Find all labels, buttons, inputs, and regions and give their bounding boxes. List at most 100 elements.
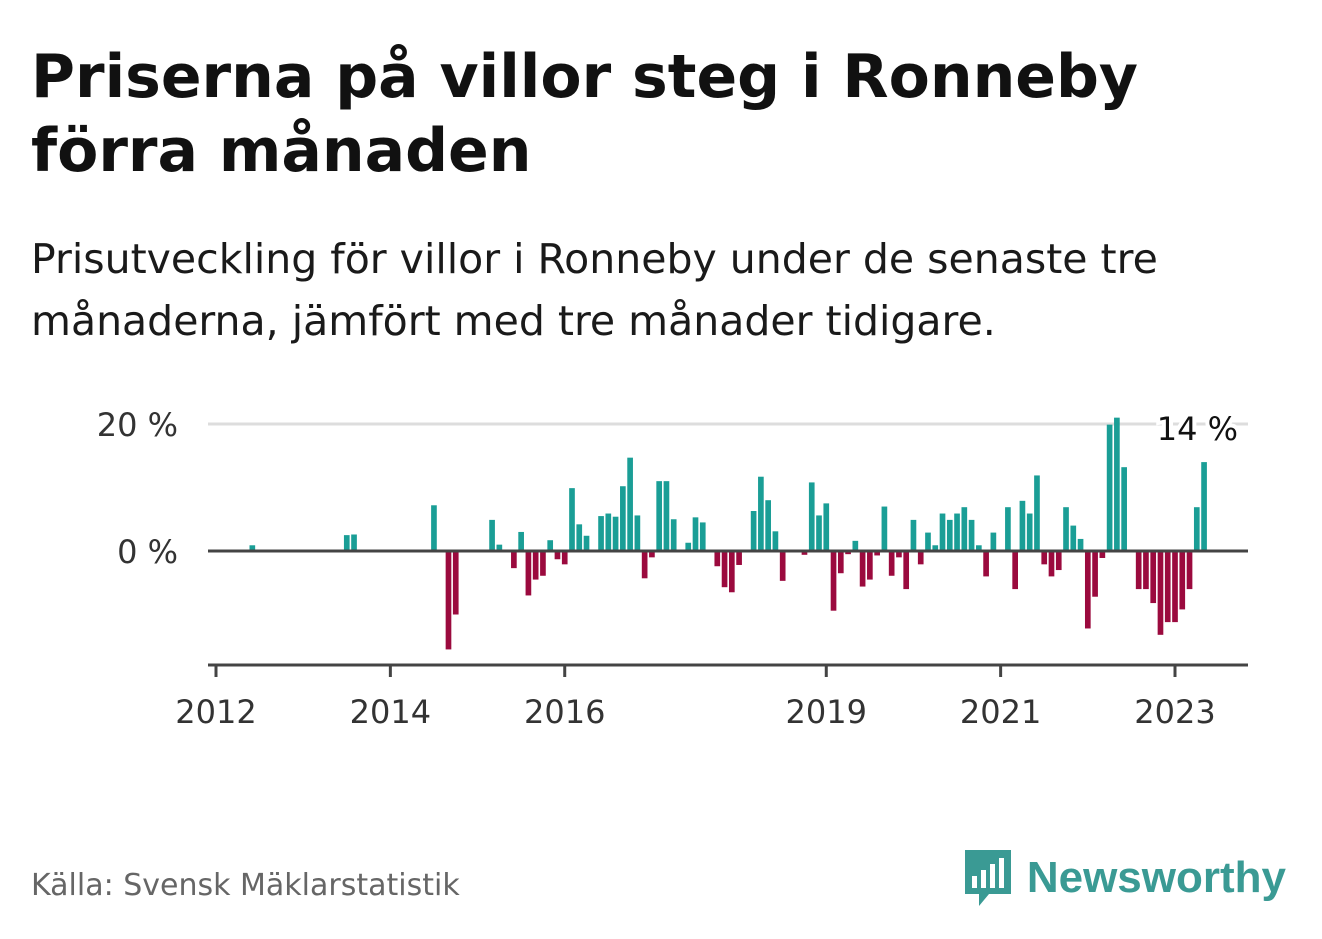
bar — [1114, 417, 1120, 551]
bar — [351, 534, 357, 551]
bar — [946, 519, 953, 551]
bar — [932, 545, 939, 551]
bar — [1055, 551, 1062, 571]
bar — [1012, 551, 1018, 590]
bar — [1157, 551, 1164, 635]
bar — [605, 513, 612, 551]
bar — [1135, 551, 1142, 590]
bar — [692, 517, 699, 551]
x-tick-label: 2023 — [1134, 693, 1215, 731]
bar-chart: 0 % 20 % 2012 2014 2016 2019 2021 2023 14 % — [97, 406, 1248, 731]
bar — [1143, 551, 1149, 590]
bar — [431, 505, 437, 551]
bar — [750, 511, 757, 551]
bar — [954, 513, 960, 551]
bar — [830, 551, 837, 611]
bar — [939, 513, 946, 551]
bar — [721, 551, 728, 588]
bar — [540, 551, 546, 576]
x-tick-label: 2016 — [524, 693, 605, 731]
bar — [649, 551, 655, 558]
bar — [917, 551, 924, 565]
bar — [576, 524, 583, 551]
bar — [816, 515, 822, 551]
bar — [445, 551, 452, 650]
bar-chart-speech-bubble-icon — [964, 850, 1011, 906]
bar — [845, 551, 851, 555]
bar — [598, 516, 604, 551]
bar — [511, 551, 517, 569]
bar — [569, 488, 575, 551]
bar — [1026, 513, 1033, 551]
x-tick-label: 2021 — [960, 693, 1041, 731]
bar — [1077, 538, 1084, 551]
bar — [1092, 551, 1098, 597]
bar — [874, 551, 880, 556]
bar — [1179, 551, 1186, 610]
bar — [532, 551, 539, 580]
x-tick-label: 2019 — [786, 693, 867, 731]
bar — [990, 532, 997, 551]
bar — [896, 551, 902, 558]
bar — [976, 545, 982, 551]
bar — [1193, 507, 1200, 551]
x-tick-label: 2014 — [350, 693, 431, 731]
bar — [1186, 551, 1193, 590]
y-axis-tick-labels: 0 % 20 % — [97, 406, 178, 571]
bar — [728, 551, 735, 593]
bar — [1063, 507, 1069, 551]
bar — [634, 515, 641, 551]
bar — [859, 551, 866, 587]
bar — [554, 551, 561, 560]
y-tick-label: 20 % — [97, 406, 178, 444]
y-tick-label: 0 % — [117, 533, 178, 571]
bar — [925, 532, 931, 551]
bar — [736, 551, 742, 565]
x-axis-ticks: 2012 2014 2016 2019 2021 2023 — [175, 665, 1216, 731]
bar — [968, 519, 975, 551]
bar — [1164, 551, 1171, 623]
bar — [808, 482, 815, 551]
bar — [1099, 551, 1106, 558]
bar — [1041, 551, 1048, 565]
chart-subtitle: Prisutveckling för villor i Ronneby unde… — [31, 235, 1158, 345]
bar — [561, 551, 568, 565]
bar — [1070, 525, 1077, 551]
bar — [627, 457, 633, 551]
bar — [1201, 462, 1207, 551]
data-bars — [249, 417, 1207, 650]
brand-logo: Newsworthy — [963, 848, 1286, 908]
bar — [837, 551, 844, 574]
x-tick-label: 2012 — [175, 693, 256, 731]
bar — [452, 551, 459, 615]
bar — [714, 551, 721, 567]
bar — [699, 522, 706, 551]
bar — [1172, 551, 1178, 623]
bar — [547, 540, 554, 551]
bar — [1121, 467, 1127, 551]
bar — [525, 551, 532, 596]
last-value-label: 14 % — [1157, 410, 1238, 448]
bar — [670, 519, 677, 551]
bar — [852, 540, 859, 551]
bar — [910, 519, 917, 551]
bar — [496, 544, 503, 551]
bar — [1034, 475, 1040, 551]
bar — [518, 531, 524, 551]
bar — [983, 551, 989, 577]
bar — [758, 476, 764, 551]
bar — [489, 519, 495, 551]
chart-title: Priserna på villor steg i Ronneby förra … — [31, 42, 1139, 186]
bar — [779, 551, 786, 581]
brand-name: Newsworthy — [1026, 853, 1286, 902]
bar — [1005, 507, 1011, 551]
bar — [620, 486, 626, 551]
bar — [1150, 551, 1157, 604]
bar — [249, 545, 256, 551]
bar — [867, 551, 873, 580]
bar — [801, 551, 808, 555]
bar — [1084, 551, 1091, 629]
bar — [903, 551, 910, 590]
bar — [888, 551, 895, 576]
bar — [641, 551, 648, 579]
